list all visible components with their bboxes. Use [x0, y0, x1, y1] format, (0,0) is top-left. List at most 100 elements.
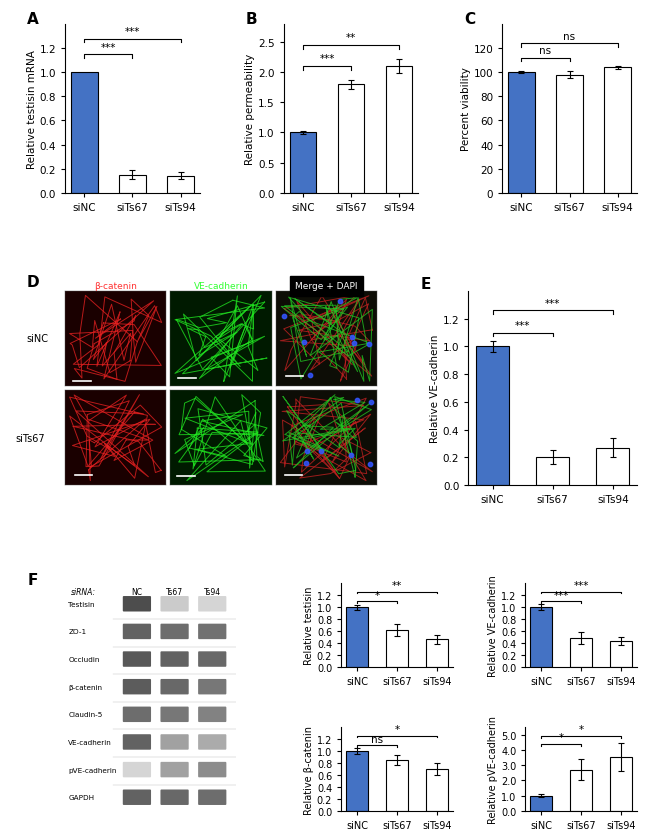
Text: ns: ns	[371, 734, 384, 744]
Point	[279, 309, 289, 323]
Bar	[346, 608, 369, 667]
FancyBboxPatch shape	[123, 596, 151, 612]
Text: Occludin: Occludin	[68, 656, 100, 662]
FancyBboxPatch shape	[123, 734, 151, 750]
Bar	[426, 640, 448, 667]
FancyBboxPatch shape	[123, 679, 151, 695]
Y-axis label: siTs67: siTs67	[16, 433, 45, 443]
Y-axis label: Percent viability: Percent viability	[461, 68, 471, 151]
Text: **: **	[346, 33, 356, 43]
FancyBboxPatch shape	[123, 762, 151, 777]
Bar	[426, 769, 448, 811]
Point	[335, 294, 345, 308]
Bar	[536, 457, 569, 486]
Y-axis label: Relative VE-cadherin: Relative VE-cadherin	[430, 334, 440, 442]
Bar	[596, 448, 629, 486]
FancyBboxPatch shape	[198, 762, 226, 777]
Text: ***: ***	[101, 43, 116, 53]
Bar	[290, 133, 316, 193]
Point	[352, 394, 363, 407]
Bar	[610, 641, 632, 667]
Point	[365, 395, 376, 409]
Bar	[570, 770, 592, 811]
Bar	[570, 638, 592, 667]
Text: *: *	[395, 725, 400, 735]
FancyBboxPatch shape	[198, 734, 226, 750]
Point	[346, 449, 356, 462]
Bar	[386, 67, 412, 193]
Text: Claudin-5: Claudin-5	[68, 711, 103, 717]
Bar	[167, 176, 194, 193]
Text: Testisin: Testisin	[68, 601, 95, 607]
FancyBboxPatch shape	[198, 789, 226, 805]
Text: pVE-cadherin: pVE-cadherin	[68, 767, 117, 772]
Text: NC: NC	[131, 587, 142, 596]
Point	[346, 331, 357, 344]
Text: ***: ***	[545, 298, 560, 308]
FancyBboxPatch shape	[198, 706, 226, 722]
Y-axis label: Relative pVE-cadherin: Relative pVE-cadherin	[488, 715, 498, 823]
Point	[302, 445, 312, 458]
Text: *: *	[374, 590, 380, 600]
Bar	[610, 757, 632, 811]
Text: *: *	[559, 732, 564, 742]
FancyBboxPatch shape	[161, 624, 188, 640]
FancyBboxPatch shape	[123, 624, 151, 640]
Text: A: A	[27, 12, 39, 27]
Point	[363, 338, 374, 351]
Text: *: *	[578, 724, 584, 734]
Point	[365, 457, 375, 471]
FancyBboxPatch shape	[123, 789, 151, 805]
Bar	[604, 69, 631, 193]
Y-axis label: siNC: siNC	[26, 334, 48, 344]
Text: B: B	[246, 12, 257, 27]
Y-axis label: Relative testisin mRNA: Relative testisin mRNA	[27, 50, 36, 169]
Text: ***: ***	[573, 581, 589, 591]
Text: siRNA:: siRNA:	[71, 587, 96, 596]
FancyBboxPatch shape	[161, 762, 188, 777]
Bar	[508, 74, 535, 193]
FancyBboxPatch shape	[198, 624, 226, 640]
Text: ***: ***	[515, 320, 530, 330]
Y-axis label: Relative VE-cadherin: Relative VE-cadherin	[488, 574, 498, 676]
Point	[300, 456, 311, 470]
Y-axis label: Relative testisin: Relative testisin	[304, 586, 314, 665]
Bar	[119, 176, 146, 193]
Title: β-catenin: β-catenin	[94, 282, 137, 291]
Bar	[346, 752, 369, 811]
FancyBboxPatch shape	[198, 651, 226, 667]
Text: ***: ***	[319, 54, 335, 64]
FancyBboxPatch shape	[161, 596, 188, 612]
Y-axis label: Relative β-catenin: Relative β-catenin	[304, 725, 314, 813]
FancyBboxPatch shape	[123, 706, 151, 722]
Bar	[386, 760, 408, 811]
Text: ns: ns	[564, 32, 576, 42]
Text: C: C	[464, 12, 475, 27]
Text: Ts67: Ts67	[166, 587, 183, 596]
Text: **: **	[392, 581, 402, 591]
Text: E: E	[421, 276, 432, 291]
Text: F: F	[27, 572, 38, 587]
Point	[349, 337, 359, 350]
Text: VE-cadherin: VE-cadherin	[68, 739, 112, 745]
Text: GAPDH: GAPDH	[68, 794, 94, 800]
FancyBboxPatch shape	[198, 679, 226, 695]
Text: ***: ***	[125, 27, 140, 37]
FancyBboxPatch shape	[198, 596, 226, 612]
Point	[298, 335, 309, 349]
Text: ***: ***	[554, 590, 569, 600]
Point	[304, 369, 315, 382]
Bar	[71, 74, 97, 193]
Y-axis label: Relative permeability: Relative permeability	[245, 54, 255, 165]
FancyBboxPatch shape	[123, 651, 151, 667]
FancyBboxPatch shape	[161, 706, 188, 722]
FancyBboxPatch shape	[161, 679, 188, 695]
Text: ns: ns	[540, 46, 552, 56]
Bar	[338, 85, 364, 193]
Point	[316, 445, 326, 458]
Bar	[530, 796, 552, 811]
FancyBboxPatch shape	[161, 734, 188, 750]
Text: β-catenin: β-catenin	[68, 684, 103, 690]
Bar	[556, 75, 583, 193]
FancyBboxPatch shape	[161, 651, 188, 667]
